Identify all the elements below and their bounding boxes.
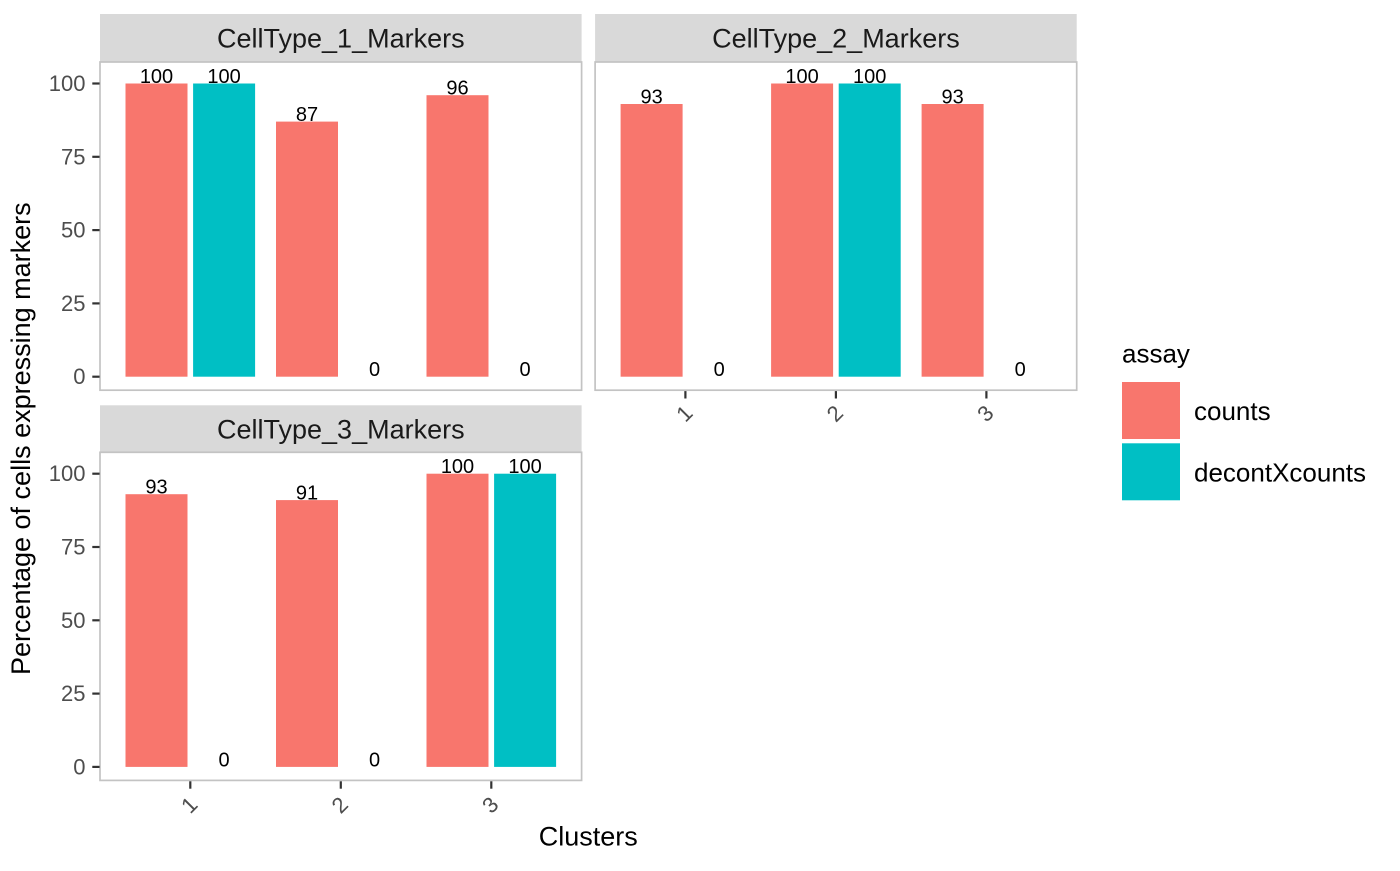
svg-text:counts: counts (1194, 396, 1271, 426)
svg-text:93: 93 (145, 477, 167, 499)
svg-text:100: 100 (49, 461, 86, 486)
svg-text:25: 25 (61, 291, 85, 316)
svg-text:0: 0 (1015, 359, 1026, 381)
svg-text:50: 50 (61, 608, 85, 633)
svg-text:100: 100 (49, 71, 86, 96)
svg-text:Percentage of cells expressing: Percentage of cells expressing markers (6, 202, 36, 675)
svg-text:CellType_2_Markers: CellType_2_Markers (712, 24, 960, 54)
svg-text:Clusters: Clusters (539, 822, 638, 852)
svg-text:96: 96 (446, 78, 468, 100)
svg-text:100: 100 (207, 66, 240, 88)
svg-text:100: 100 (441, 456, 474, 478)
svg-text:0: 0 (714, 359, 725, 381)
svg-text:0: 0 (219, 749, 230, 771)
svg-text:50: 50 (61, 218, 85, 243)
svg-text:87: 87 (296, 104, 318, 126)
svg-text:75: 75 (61, 535, 85, 560)
svg-text:75: 75 (61, 144, 85, 169)
svg-text:CellType_3_Markers: CellType_3_Markers (217, 415, 465, 445)
svg-text:0: 0 (73, 754, 85, 779)
svg-text:decontXcounts: decontXcounts (1194, 458, 1366, 488)
svg-text:100: 100 (508, 456, 541, 478)
svg-text:CellType_1_Markers: CellType_1_Markers (217, 24, 465, 54)
svg-text:100: 100 (853, 66, 886, 88)
svg-text:0: 0 (369, 359, 380, 381)
svg-text:93: 93 (640, 87, 662, 109)
svg-text:93: 93 (941, 87, 963, 109)
svg-text:100: 100 (140, 66, 173, 88)
svg-text:0: 0 (520, 359, 531, 381)
svg-text:91: 91 (296, 483, 318, 505)
svg-text:assay: assay (1122, 338, 1190, 368)
svg-text:0: 0 (73, 364, 85, 389)
svg-text:0: 0 (369, 749, 380, 771)
svg-text:100: 100 (785, 66, 818, 88)
svg-text:25: 25 (61, 681, 85, 706)
